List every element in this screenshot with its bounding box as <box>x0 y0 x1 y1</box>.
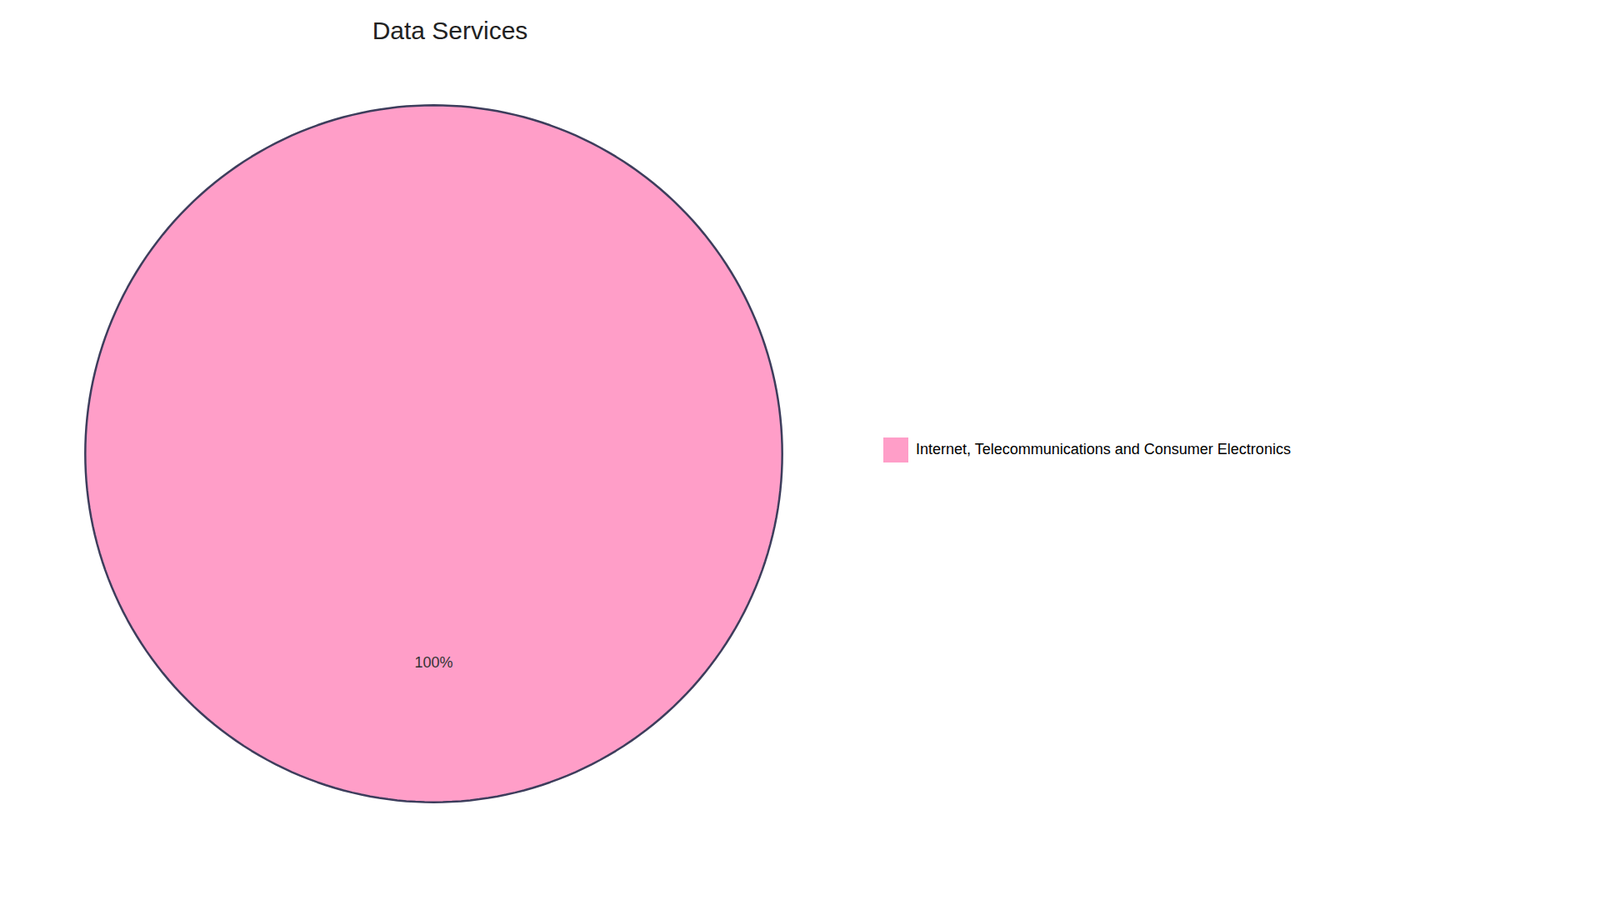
html-text:Internet, Telecommunications a: Internet, Telecommunications and Consume… <box>915 440 1291 458</box>
html-text:Data Services: Data Services <box>372 16 528 45</box>
svg-text:100%: 100% <box>414 654 453 671</box>
